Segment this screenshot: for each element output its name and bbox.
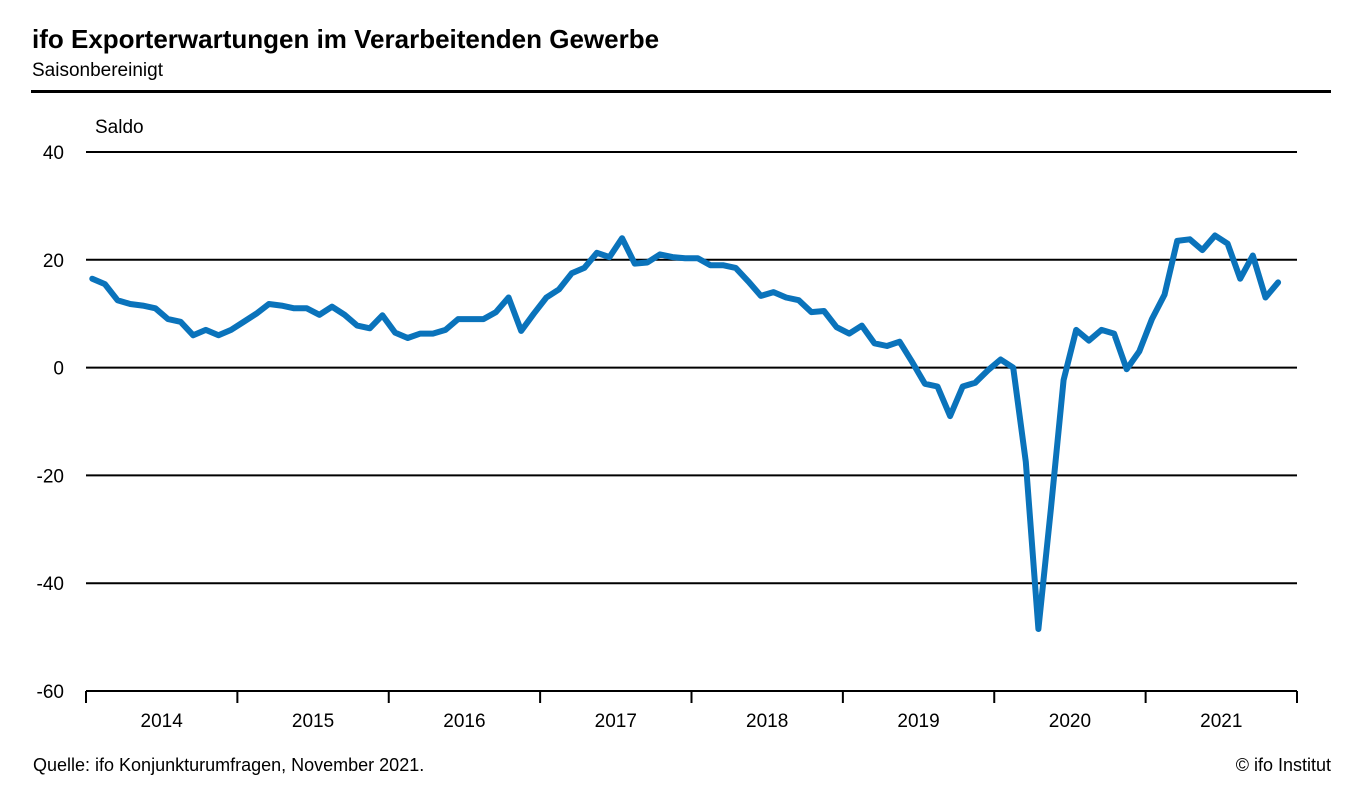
x-axis — [85, 690, 1298, 703]
grid-lines — [86, 151, 1297, 585]
y-tick-label: -20 — [37, 466, 64, 487]
x-tick-label: 2016 — [443, 711, 485, 732]
y-tick-label: -60 — [37, 682, 64, 703]
y-tick-label: -40 — [37, 574, 64, 595]
chart-subtitle: Saisonbereinigt — [32, 60, 163, 81]
source-note: Quelle: ifo Konjunkturumfragen, November… — [33, 755, 425, 775]
x-tick-label: 2018 — [746, 711, 788, 732]
title-rule — [31, 90, 1331, 93]
axis-labels: 40 20 0 -20 -40 -60 Saldo 2014 2015 2016 2017 2018 2… — [37, 117, 1243, 732]
chart-title: ifo Exporterwartungen im Verarbeitenden … — [32, 24, 660, 54]
x-tick-label: 2020 — [1049, 711, 1091, 732]
y-axis-label: Saldo — [95, 117, 144, 138]
series-layer — [89, 232, 1282, 632]
copyright-note: © ifo Institut — [1235, 755, 1331, 775]
y-tick-label: 40 — [43, 143, 64, 164]
x-tick-label: 2014 — [141, 711, 184, 732]
x-tick-label: 2015 — [292, 711, 334, 732]
x-tick-label: 2019 — [897, 711, 939, 732]
x-tick-label: 2021 — [1200, 711, 1242, 732]
series-line — [89, 232, 1282, 632]
y-tick-label: 20 — [43, 251, 64, 272]
y-tick-label: 0 — [53, 359, 64, 380]
x-tick-label: 2017 — [595, 711, 637, 732]
